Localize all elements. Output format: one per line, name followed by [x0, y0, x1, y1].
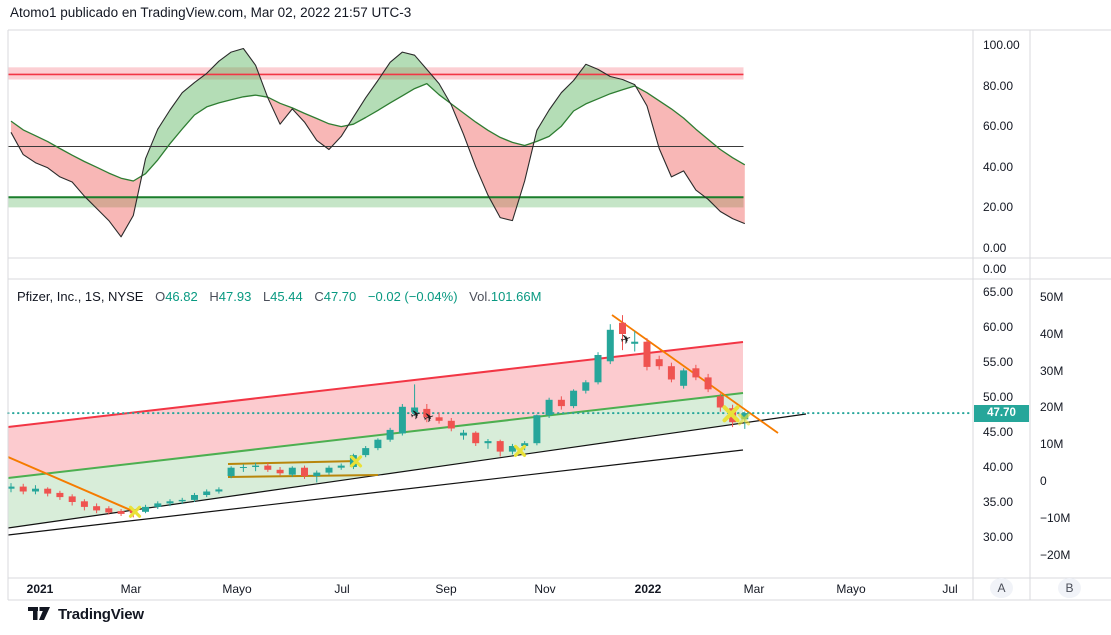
- price-axis-label: 65.00: [983, 285, 1014, 299]
- price-axis-label: 55.00: [983, 355, 1014, 369]
- volume-value: 101.66M: [490, 289, 542, 304]
- time-axis-label: 2021: [26, 582, 54, 596]
- indicator-axis-label: 20.00: [983, 200, 1014, 215]
- volume-axis-label: 40M: [1040, 326, 1064, 341]
- time-axis-label: 2022: [634, 582, 662, 596]
- symbol-info-row: Pfizer, Inc., 1S, NYSE O46.82 H47.93 L45…: [17, 289, 541, 304]
- open-value: 46.82: [165, 289, 198, 304]
- chart-plot-area[interactable]: [8, 30, 973, 578]
- volume-axis-label: 20M: [1040, 400, 1064, 415]
- high-value: 47.93: [218, 289, 252, 304]
- time-axis-label: Mayo: [222, 582, 252, 596]
- price-axis-label: 45.00: [983, 425, 1014, 439]
- volume-axis-label: −10M: [1040, 510, 1071, 525]
- price-axis-label: 50.00: [983, 390, 1014, 404]
- x-mark: [722, 405, 740, 423]
- volume-axis-label: 10M: [1040, 437, 1064, 452]
- price-axis-label: 30.00: [983, 530, 1014, 544]
- indicator-axis-label: 40.00: [983, 159, 1014, 174]
- indicator-axis-label: 0.00: [983, 241, 1007, 255]
- x-mark: [513, 444, 527, 457]
- time-axis-label: Jul: [942, 582, 958, 596]
- low-value: 45.44: [270, 289, 303, 304]
- time-axis[interactable]: [8, 578, 973, 600]
- price-scale-b-button[interactable]: B: [1058, 578, 1081, 598]
- x-mark: [349, 455, 363, 468]
- plane-mark: ✈: [618, 330, 633, 348]
- open-label: O: [155, 289, 166, 304]
- footer[interactable]: TradingView: [28, 606, 144, 623]
- price-axis-label: 35.00: [983, 495, 1014, 509]
- volume-axis-label: 0: [1040, 474, 1047, 488]
- last-price-label: 47.70: [974, 405, 1029, 422]
- subpane-axis-label: 0.00: [983, 262, 1007, 276]
- price-scale-a[interactable]: [973, 30, 1030, 600]
- time-axis-label: Sep: [435, 582, 457, 596]
- plane-mark: ✈: [421, 409, 436, 427]
- time-axis-label: Nov: [534, 582, 556, 596]
- volume-axis-label: 30M: [1040, 363, 1064, 378]
- plane-mark: ✈: [408, 406, 423, 424]
- close-value: 47.70: [323, 289, 357, 304]
- time-axis-label: Mayo: [836, 582, 866, 596]
- low-label: L: [262, 289, 271, 304]
- snapshot-title: Atomo1 publicado en TradingView.com, Mar…: [10, 5, 412, 20]
- x-mark: [737, 413, 751, 426]
- volume-axis-label: −20M: [1040, 547, 1071, 562]
- time-axis-label: Mar: [120, 582, 142, 596]
- time-axis-label: Mar: [743, 582, 765, 596]
- price-axis-label: 40.00: [983, 460, 1014, 474]
- change-value: −0.02 (−0.04%): [367, 289, 458, 304]
- volume-label: Vol.: [469, 289, 491, 304]
- price-scale-a-button[interactable]: A: [990, 578, 1013, 598]
- tradingview-brand-text: TradingView: [58, 606, 144, 623]
- volume-axis-label: 50M: [1040, 290, 1064, 304]
- tradingview-logo-icon: [28, 607, 50, 620]
- close-label: C: [314, 289, 324, 304]
- indicator-axis-label: 60.00: [983, 119, 1014, 134]
- symbol-name: Pfizer, Inc., 1S, NYSE: [17, 289, 144, 304]
- x-mark: [128, 505, 142, 518]
- indicator-axis-label: 100.00: [983, 38, 1020, 52]
- time-axis-label: Jul: [334, 582, 350, 596]
- indicator-axis-label: 80.00: [983, 78, 1014, 93]
- price-axis-label: 60.00: [983, 320, 1014, 334]
- high-label: H: [209, 289, 219, 304]
